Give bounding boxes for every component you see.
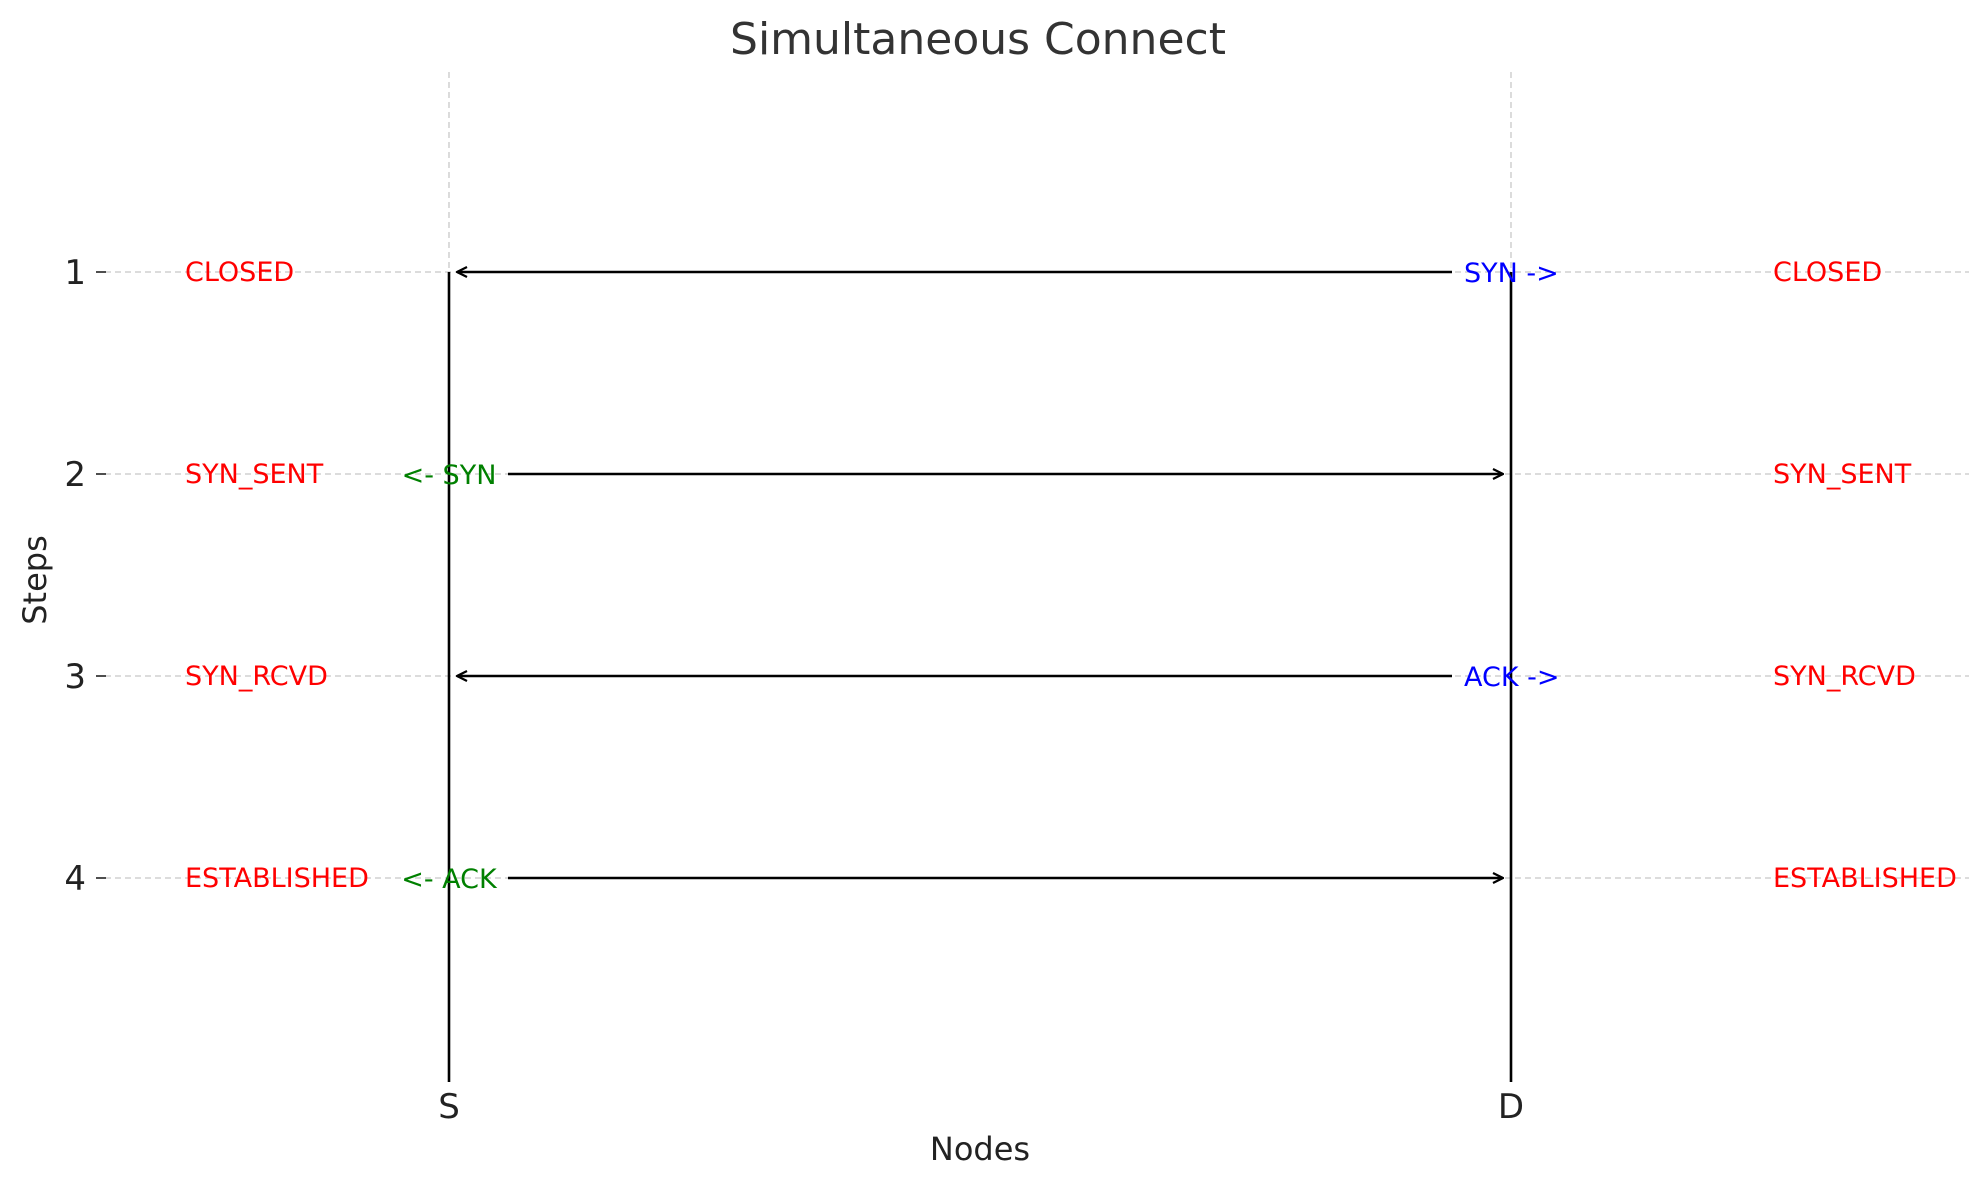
right-state-1: CLOSED <box>1773 257 1882 288</box>
message-label-1: SYN -> <box>1464 258 1559 289</box>
node-label-s: S <box>438 1087 460 1127</box>
left-state-1: CLOSED <box>185 257 294 288</box>
node-label-d: D <box>1498 1087 1524 1127</box>
y-tick-label-2: 2 <box>64 455 86 495</box>
right-state-3: SYN_RCVD <box>1773 661 1916 692</box>
grid-layer <box>96 72 1969 1082</box>
message-label-2: <- SYN <box>402 460 497 491</box>
y-axis-label: Steps <box>16 535 54 625</box>
y-tick-label-3: 3 <box>64 657 86 697</box>
lifeline-layer <box>447 272 1513 1082</box>
right-state-4: ESTABLISHED <box>1773 863 1957 894</box>
left-state-4: ESTABLISHED <box>185 863 369 894</box>
text-layer: 1 2 3 4 S D SYN -> <- SYN ACK -> <- ACK CLOSED SYN_… <box>64 253 1957 1127</box>
message-label-4: <- ACK <box>401 864 498 895</box>
left-state-2: SYN_SENT <box>185 459 324 490</box>
left-state-3: SYN_RCVD <box>185 661 328 692</box>
diagram-title: Simultaneous Connect <box>730 14 1226 65</box>
x-axis-label: Nodes <box>930 1130 1030 1168</box>
message-label-3: ACK -> <box>1464 662 1560 693</box>
right-state-2: SYN_SENT <box>1773 459 1912 490</box>
y-tick-label-1: 1 <box>64 253 86 293</box>
arrow-layer <box>457 272 1503 878</box>
y-tick-label-4: 4 <box>64 859 86 899</box>
